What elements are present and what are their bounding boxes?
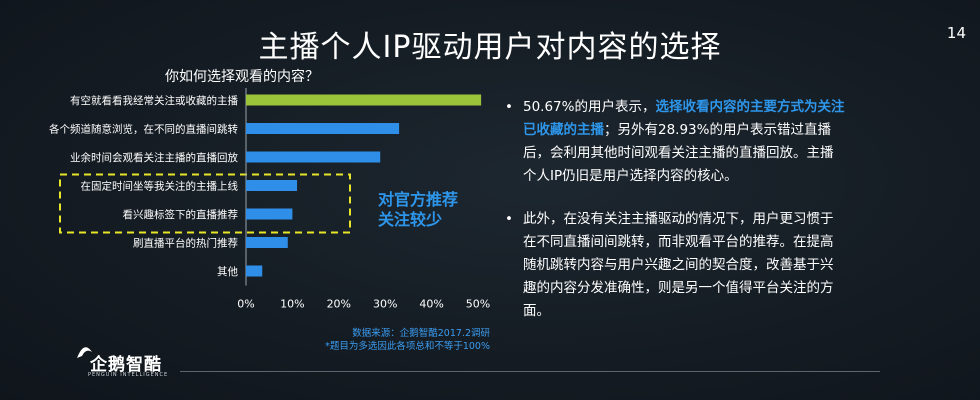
tick-label-1: 10% [280, 298, 304, 311]
logo-text: 企鹅智酷 [90, 355, 162, 375]
bullet-1-highlight: 选择收看内容的主要方式为关注已收藏的主播 [523, 99, 845, 138]
tick-label-4: 40% [419, 298, 443, 311]
bar-4 [246, 208, 293, 220]
category-label-4: 看兴趣标签下的直播推荐 [123, 208, 239, 221]
category-label-0: 有空就看看我经常关注或收藏的主播 [70, 94, 238, 107]
brand-logo: 企鹅智酷 PENGUIN INTELLIGENCE [77, 347, 167, 378]
bar-2 [246, 151, 381, 163]
chart-title: 你如何选择观看的内容？ [165, 69, 319, 85]
tick-label-2: 20% [327, 298, 351, 311]
tick-label-0: 0% [237, 298, 254, 311]
category-label-2: 业余时间会观看关注主播的直播回放 [70, 151, 238, 164]
logo-subtitle: PENGUIN INTELLIGENCE [88, 372, 169, 378]
tick-label-5: 50% [466, 298, 490, 311]
category-label-3: 在固定时间坐等我关注的主播上线 [81, 180, 239, 193]
category-label-6: 其他 [217, 265, 238, 278]
bar-0 [246, 94, 482, 106]
bullet-2: • 此外，在没有关注主播驱动的情况下，用户更习惯于在不同直播间间跳转，而非观看平… [505, 208, 845, 323]
source-note-line-1: 数据来源：企鹅智酷2017.2调研 [352, 328, 490, 339]
bullet-1-post: ；另外有28.93%的用户表示错过直播后，会利用其他时间观看关注主播的直播回放。… [523, 122, 834, 184]
highlight-box [59, 173, 351, 234]
bullet-1: • 50.67%的用户表示，选择收看内容的主要方式为关注已收藏的主播；另外有28… [505, 96, 845, 188]
bar-3 [246, 180, 298, 191]
page-title: 主播个人IP驱动用户对内容的选择 [258, 30, 722, 65]
tick-label-3: 30% [373, 298, 397, 311]
annotation-line-1: 对官方推荐 [378, 190, 459, 209]
bullet-1-pre: 50.67%的用户表示， [523, 99, 656, 115]
page-number: 14 [946, 24, 966, 42]
bar-6 [246, 265, 263, 277]
category-label-1: 各个频道随意浏览，在不同的直播间跳转 [49, 123, 238, 136]
bar-1 [246, 123, 400, 134]
bullet-dot: • [505, 99, 513, 115]
source-note-line-2: *题目为多选因此各项总和不等于100% [325, 341, 490, 352]
category-label-5: 刷直播平台的热门推荐 [133, 237, 238, 250]
bullet-2-text: 此外，在没有关注主播驱动的情况下，用户更习惯于在不同直播间间跳转，而非观看平台的… [523, 211, 834, 319]
source-note: 数据来源：企鹅智酷2017.2调研 *题目为多选因此各项总和不等于100% [300, 327, 490, 353]
chart-annotation: 对官方推荐 关注较少 [378, 190, 458, 230]
annotation-line-2: 关注较少 [378, 210, 443, 229]
bar-5 [246, 237, 288, 248]
bullet-dot: • [505, 211, 513, 227]
insight-bullets: • 50.67%的用户表示，选择收看内容的主要方式为关注已收藏的主播；另外有28… [505, 96, 845, 343]
penguin-logo-icon [77, 347, 92, 358]
footer-divider [180, 371, 880, 372]
